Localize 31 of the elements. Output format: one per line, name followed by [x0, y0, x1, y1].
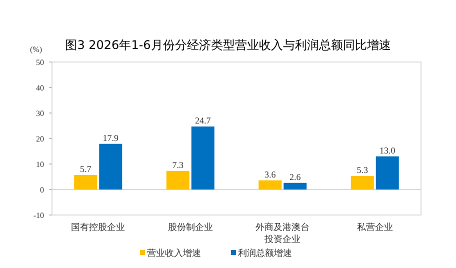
y-tick-label: 40 — [36, 84, 44, 92]
x-tick-label: 股份制企业 — [168, 222, 213, 232]
y-tick-label: -10 — [33, 211, 44, 220]
bar — [99, 144, 122, 190]
bar — [284, 182, 307, 190]
data-label: 17.9 — [102, 132, 119, 143]
x-tick-label: 外商及港澳台投资企业 — [256, 222, 310, 244]
y-tick-label: 50 — [36, 58, 44, 67]
bar — [350, 176, 374, 190]
data-label: 2.6 — [290, 172, 302, 182]
y-tick-label: 0 — [40, 186, 44, 194]
y-tick-label: 10 — [36, 160, 44, 169]
bar — [258, 180, 282, 190]
data-label: 5.3 — [356, 164, 368, 175]
y-axis-title: (%) — [30, 45, 42, 54]
x-tick-label: 私营企业 — [356, 222, 393, 232]
x-tick-label: 国有控股企业 — [71, 222, 126, 232]
chart-title: 图3 2026年1-6月份分经济类型营业收入与利润总额同比增速 — [65, 38, 391, 52]
data-label: 3.6 — [264, 169, 276, 180]
y-tick-label: 30 — [36, 109, 44, 118]
bar — [191, 126, 214, 190]
bar — [74, 174, 98, 190]
legend-label: 利润总额增速 — [238, 248, 292, 258]
data-label: 5.7 — [80, 164, 92, 174]
data-label: 24.7 — [195, 116, 212, 126]
bar — [376, 156, 399, 190]
legend-label: 营业收入增速 — [147, 248, 201, 258]
data-label: 7.3 — [172, 160, 184, 170]
data-label: 13.0 — [380, 145, 396, 156]
y-tick-label: 20 — [36, 134, 44, 144]
bar — [166, 170, 190, 190]
